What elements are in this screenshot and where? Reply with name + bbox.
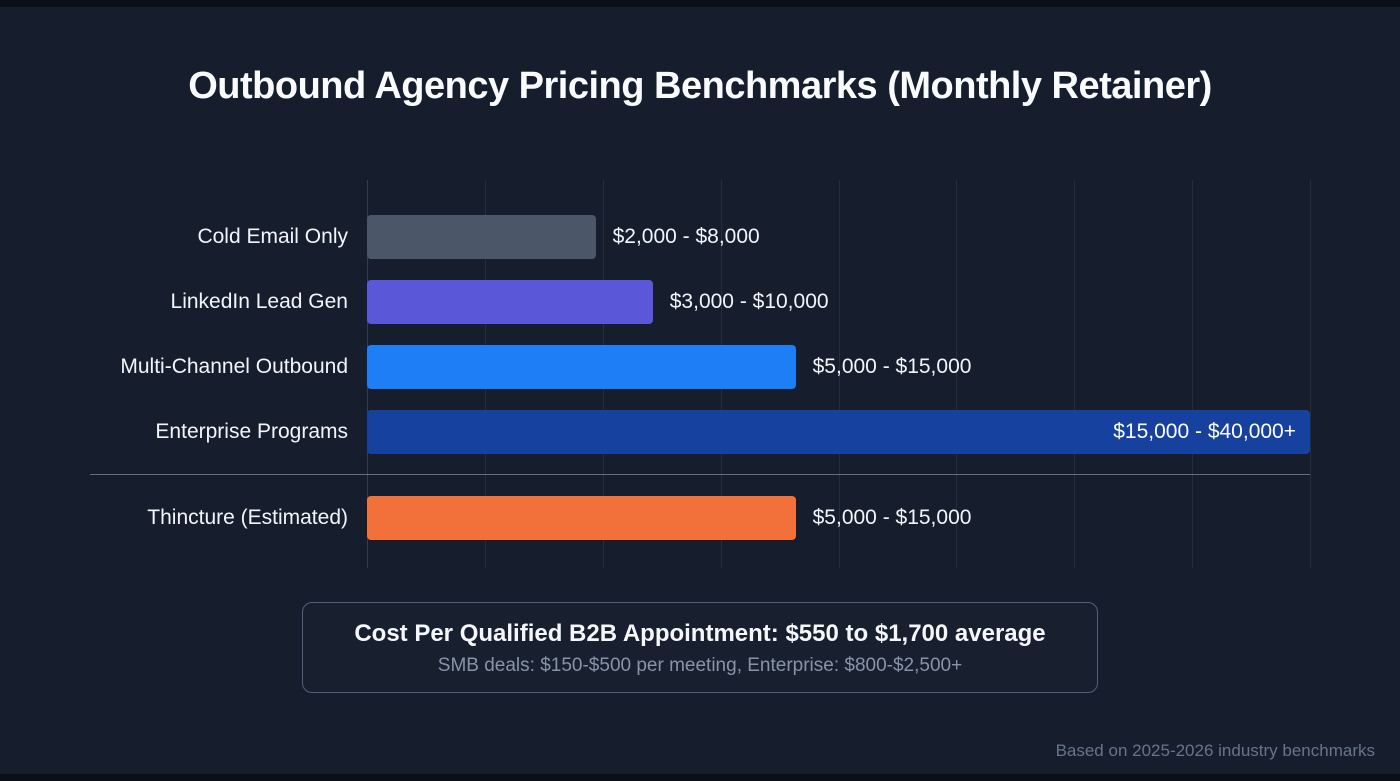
- category-label: Thincture (Estimated): [147, 505, 348, 529]
- bar-track: $2,000 - $8,000: [367, 214, 1310, 259]
- bar: [367, 214, 596, 259]
- category-label: Multi-Channel Outbound: [120, 354, 348, 378]
- bar-track: $5,000 - $15,000: [367, 495, 1310, 540]
- page-title: Outbound Agency Pricing Benchmarks (Mont…: [188, 65, 1212, 107]
- callout-title: Cost Per Qualified B2B Appointment: $550…: [354, 620, 1046, 647]
- bar: $15,000 - $40,000+: [367, 409, 1310, 454]
- category-label: Cold Email Only: [197, 224, 348, 248]
- chart-row: LinkedIn Lead Gen $3,000 - $10,000: [90, 269, 1310, 334]
- bar-track: $5,000 - $15,000: [367, 344, 1310, 389]
- benchmark-divider: [90, 474, 1310, 475]
- category-label: LinkedIn Lead Gen: [170, 289, 348, 313]
- category-label: Enterprise Programs: [155, 419, 348, 443]
- bar: [367, 344, 796, 389]
- bar-value-label: $15,000 - $40,000+: [1113, 419, 1296, 443]
- bar: [367, 495, 796, 540]
- chart-row: Enterprise Programs $15,000 - $40,000+: [90, 399, 1310, 464]
- chart-rows: Cold Email Only $2,000 - $8,000 LinkedIn…: [90, 204, 1310, 550]
- bar-value-label: $5,000 - $15,000: [812, 354, 972, 378]
- bar-value-label: $2,000 - $8,000: [612, 224, 760, 248]
- chart-row: Cold Email Only $2,000 - $8,000: [90, 204, 1310, 269]
- source-note: Based on 2025-2026 industry benchmarks: [1055, 741, 1375, 760]
- bar-track: $15,000 - $40,000+: [367, 409, 1310, 454]
- bar-track: $3,000 - $10,000: [367, 279, 1310, 324]
- bar: [367, 279, 653, 324]
- cost-per-appointment-callout: Cost Per Qualified B2B Appointment: $550…: [302, 602, 1098, 693]
- chart-row: Multi-Channel Outbound $5,000 - $15,000: [90, 334, 1310, 399]
- bar-value-label: $5,000 - $15,000: [812, 505, 972, 529]
- bar-chart: Cold Email Only $2,000 - $8,000 LinkedIn…: [90, 180, 1311, 568]
- bar-value-label: $3,000 - $10,000: [669, 289, 829, 313]
- gridline: [1310, 180, 1311, 568]
- chart-row: Thincture (Estimated) $5,000 - $15,000: [90, 485, 1310, 550]
- callout-subtitle: SMB deals: $150-$500 per meeting, Enterp…: [437, 655, 963, 676]
